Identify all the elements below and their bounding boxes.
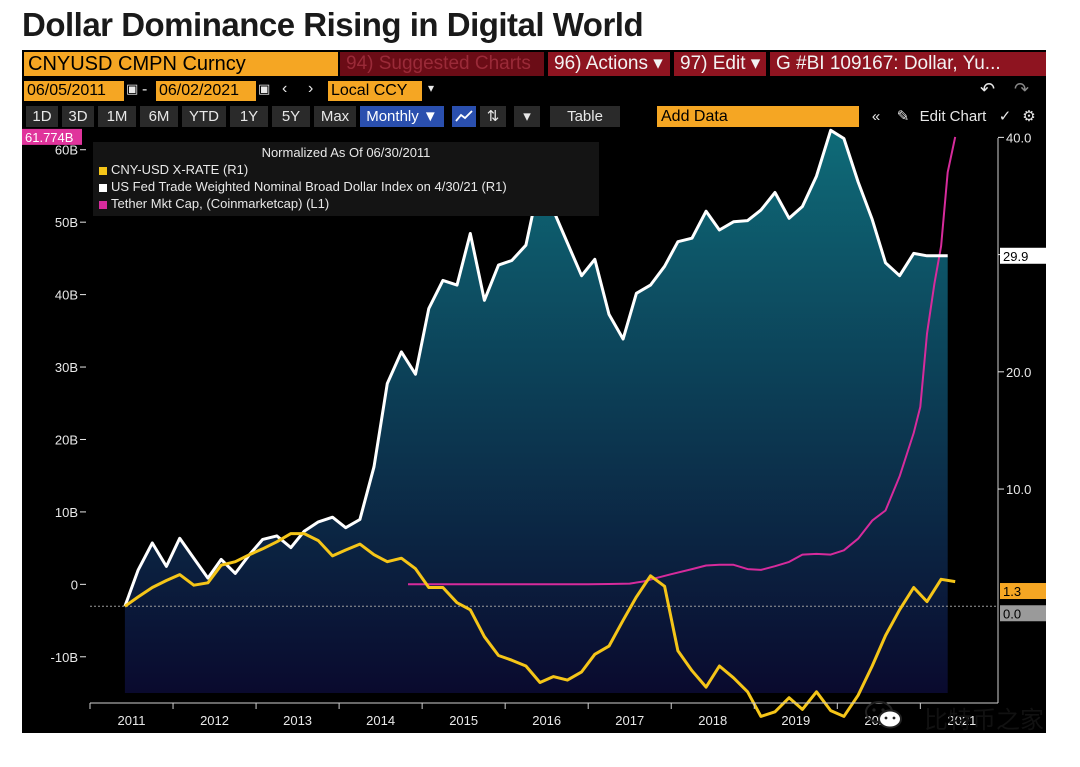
left-axis-tick-label: -10B: [51, 650, 78, 665]
period-button[interactable]: Max: [314, 106, 356, 127]
frequency-select[interactable]: Monthly ▼: [360, 106, 444, 127]
dropdown-icon[interactable]: ▾: [514, 106, 540, 127]
x-axis-tick-label: 2013: [283, 713, 312, 728]
right-axis-tick-label: 40.0: [1006, 130, 1031, 145]
x-axis-tick-label: 2016: [532, 713, 561, 728]
date-separator: -: [142, 81, 148, 98]
graph-id-field[interactable]: G #BI 109167: Dollar, Yu...: [770, 52, 1046, 76]
suggested-charts-button[interactable]: 94) Suggested Charts: [340, 52, 544, 76]
line-chart-icon[interactable]: [452, 106, 476, 127]
ticker-field[interactable]: CNYUSD CMPN Curncy: [24, 52, 338, 76]
x-axis-tick-label: 2019: [781, 713, 810, 728]
x-axis-tick-label: 2018: [698, 713, 727, 728]
left-axis-tick-label: 40B: [55, 288, 78, 303]
legend-item-tether: Tether Mkt Cap, (Coinmarketcap) (L1): [99, 196, 329, 211]
zero-last-value: 0.0: [1003, 606, 1021, 621]
left-axis-tick-label: 0: [71, 577, 78, 592]
zero-last-value-bg: [1000, 605, 1046, 622]
table-button[interactable]: Table: [550, 106, 620, 127]
period-button[interactable]: 1M: [98, 106, 136, 127]
legend-label: CNY-USD X-RATE (R1): [111, 162, 249, 177]
calendar-icon[interactable]: ▣: [258, 81, 271, 96]
collapse-icon[interactable]: «: [864, 106, 888, 127]
chart-subtitle: Normalized As Of 06/30/2011: [261, 145, 431, 160]
period-button[interactable]: 1D: [26, 106, 58, 127]
sort-icon[interactable]: ⇅: [480, 106, 506, 127]
right-axis-tick-label: 10.0: [1006, 482, 1031, 497]
actions-button[interactable]: 96) Actions ▾: [548, 52, 670, 76]
x-axis-tick-label: 2015: [449, 713, 478, 728]
period-button[interactable]: 3D: [62, 106, 94, 127]
left-axis-tick-label: 60B: [55, 143, 78, 158]
cny-usd-line: [124, 532, 956, 718]
tether-last-value-bg: [22, 128, 82, 145]
dollar-index-last-value: 29.9: [1003, 249, 1028, 264]
legend-item-cny: CNY-USD X-RATE (R1): [99, 162, 248, 177]
legend-item-dollar: US Fed Trade Weighted Nominal Broad Doll…: [99, 179, 507, 194]
chevron-down-icon[interactable]: ▾: [428, 81, 435, 95]
left-axis-tick-label: 50B: [55, 215, 78, 230]
left-axis-tick-label: 10B: [55, 505, 78, 520]
currency-select[interactable]: Local CCY: [328, 81, 422, 101]
dollar-index-last-value-bg: [1000, 247, 1046, 264]
legend-label: US Fed Trade Weighted Nominal Broad Doll…: [111, 179, 507, 194]
calendar-icon[interactable]: ▣: [126, 81, 139, 96]
redo-icon[interactable]: ↷: [1014, 79, 1030, 99]
legend-label: Tether Mkt Cap, (Coinmarketcap) (L1): [111, 196, 330, 211]
page-title: Dollar Dominance Rising in Digital World: [22, 6, 644, 43]
gear-icon[interactable]: ⚙: [1018, 106, 1040, 127]
x-axis-tick-label: 2012: [200, 713, 229, 728]
start-date-field[interactable]: 06/05/2011: [24, 81, 124, 101]
wechat-icon: [864, 700, 904, 730]
chart-legend: Normalized As Of 06/30/2011 CNY-USD X-RA…: [93, 142, 599, 216]
pencil-icon[interactable]: ✎: [892, 106, 914, 127]
edit-button[interactable]: 97) Edit ▾: [674, 52, 766, 76]
left-axis-tick-label: 20B: [55, 432, 78, 447]
left-axis-tick-label: 30B: [55, 360, 78, 375]
x-axis-tick-label: 2011: [118, 713, 146, 728]
period-button[interactable]: YTD: [182, 106, 226, 127]
legend-swatch: [99, 166, 107, 175]
period-button[interactable]: 1Y: [230, 106, 268, 127]
crosshair-icon[interactable]: ✓: [994, 106, 1016, 127]
add-data-input[interactable]: Add Data: [657, 106, 859, 127]
period-button[interactable]: 5Y: [272, 106, 310, 127]
period-button[interactable]: 6M: [140, 106, 178, 127]
undo-icon[interactable]: ↶: [980, 79, 996, 99]
right-axis-tick-label: 20.0: [1006, 365, 1031, 380]
chevron-left-icon[interactable]: ‹: [282, 80, 288, 97]
bloomberg-terminal: CNYUSD CMPN Curncy 94) Suggested Charts …: [22, 50, 1046, 733]
tether-last-value: 61.774B: [25, 130, 73, 145]
edit-chart-button[interactable]: Edit Chart: [914, 106, 992, 127]
x-axis-tick-label: 2014: [366, 713, 395, 728]
end-date-field[interactable]: 06/02/2021: [156, 81, 256, 101]
cny-usd-last-value: 1.3: [1003, 584, 1021, 599]
watermark: 比特币之家: [924, 706, 1044, 734]
chevron-right-icon[interactable]: ›: [308, 80, 314, 97]
legend-swatch: [99, 200, 107, 209]
legend-swatch: [99, 183, 107, 192]
cny-usd-last-value-bg: [1000, 583, 1046, 600]
x-axis-tick-label: 2017: [615, 713, 644, 728]
tether-line: [408, 136, 957, 586]
x-axis-tick-label: 2021: [947, 713, 976, 728]
